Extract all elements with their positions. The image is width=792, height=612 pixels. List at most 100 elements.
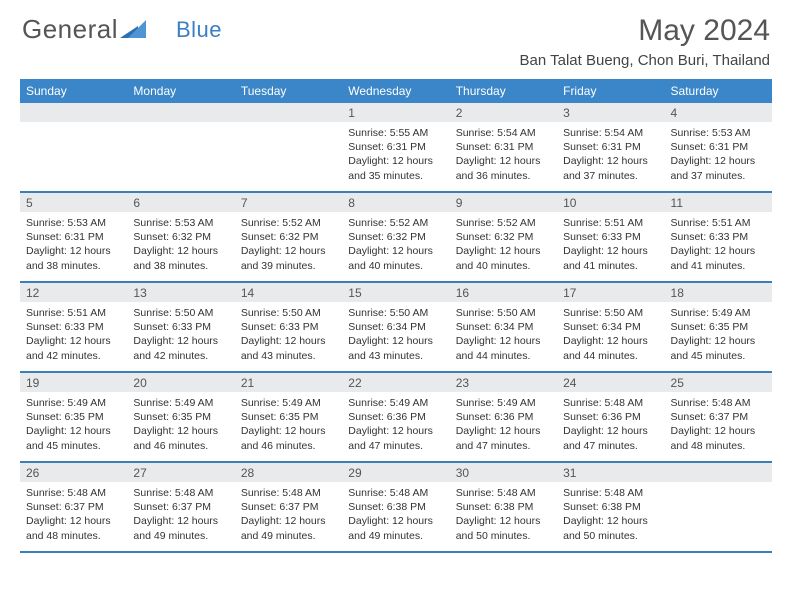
sunrise-text: Sunrise: 5:50 AM	[348, 306, 443, 320]
weekday-header: Saturday	[665, 79, 772, 103]
day-info-cell: Sunrise: 5:51 AMSunset: 6:33 PMDaylight:…	[665, 212, 772, 282]
sunrise-text: Sunrise: 5:53 AM	[26, 216, 121, 230]
sunrise-text: Sunrise: 5:48 AM	[563, 486, 658, 500]
sunrise-text: Sunrise: 5:51 AM	[563, 216, 658, 230]
daylight-text: Daylight: 12 hours and 41 minutes.	[671, 244, 766, 272]
sunrise-text: Sunrise: 5:50 AM	[133, 306, 228, 320]
day-number-cell: 2	[450, 103, 557, 122]
weekday-header: Monday	[127, 79, 234, 103]
logo-text-2: Blue	[176, 17, 222, 43]
sunset-text: Sunset: 6:38 PM	[563, 500, 658, 514]
day-info-row: Sunrise: 5:49 AMSunset: 6:35 PMDaylight:…	[20, 392, 772, 462]
day-info-cell: Sunrise: 5:50 AMSunset: 6:33 PMDaylight:…	[127, 302, 234, 372]
weekday-header: Wednesday	[342, 79, 449, 103]
weekday-header: Friday	[557, 79, 664, 103]
sunrise-text: Sunrise: 5:48 AM	[563, 396, 658, 410]
day-info-cell: Sunrise: 5:48 AMSunset: 6:38 PMDaylight:…	[557, 482, 664, 552]
daylight-text: Daylight: 12 hours and 43 minutes.	[348, 334, 443, 362]
sunrise-text: Sunrise: 5:50 AM	[563, 306, 658, 320]
day-number-cell: 13	[127, 282, 234, 302]
day-number-cell: 21	[235, 372, 342, 392]
sunrise-text: Sunrise: 5:49 AM	[241, 396, 336, 410]
day-info-cell: Sunrise: 5:54 AMSunset: 6:31 PMDaylight:…	[557, 122, 664, 192]
daylight-text: Daylight: 12 hours and 40 minutes.	[456, 244, 551, 272]
sunrise-text: Sunrise: 5:52 AM	[241, 216, 336, 230]
sunset-text: Sunset: 6:38 PM	[456, 500, 551, 514]
sunrise-text: Sunrise: 5:51 AM	[26, 306, 121, 320]
weekday-header: Tuesday	[235, 79, 342, 103]
sunrise-text: Sunrise: 5:49 AM	[671, 306, 766, 320]
sunrise-text: Sunrise: 5:49 AM	[26, 396, 121, 410]
day-info-row: Sunrise: 5:48 AMSunset: 6:37 PMDaylight:…	[20, 482, 772, 552]
daylight-text: Daylight: 12 hours and 37 minutes.	[671, 154, 766, 182]
sunrise-text: Sunrise: 5:48 AM	[456, 486, 551, 500]
sunset-text: Sunset: 6:33 PM	[563, 230, 658, 244]
day-info-row: Sunrise: 5:53 AMSunset: 6:31 PM Daylight:…	[20, 212, 772, 282]
day-number-cell: 27	[127, 462, 234, 482]
daylight-text: Daylight: 12 hours and 49 minutes.	[241, 514, 336, 542]
day-number-cell: 11	[665, 192, 772, 212]
day-info-cell: Sunrise: 5:52 AMSunset: 6:32 PMDaylight:…	[450, 212, 557, 282]
day-info-cell	[20, 122, 127, 192]
daynum-row: 567891011	[20, 192, 772, 212]
daylight-text: Daylight: 12 hours and 50 minutes.	[456, 514, 551, 542]
day-number-cell: 9	[450, 192, 557, 212]
daylight-text: Daylight: 12 hours and 41 minutes.	[563, 244, 658, 272]
sunrise-text: Sunrise: 5:48 AM	[26, 486, 121, 500]
day-number-cell: 26	[20, 462, 127, 482]
location-text: Ban Talat Bueng, Chon Buri, Thailand	[520, 52, 770, 69]
sunset-text: Sunset: 6:32 PM	[241, 230, 336, 244]
sunset-text: Sunset: 6:35 PM	[671, 320, 766, 334]
sunrise-text: Sunrise: 5:52 AM	[348, 216, 443, 230]
daylight-text: Daylight: 12 hours and 48 minutes.	[26, 514, 121, 542]
sunrise-text: Sunrise: 5:48 AM	[348, 486, 443, 500]
sunrise-text: Sunrise: 5:49 AM	[133, 396, 228, 410]
day-info-cell: Sunrise: 5:48 AMSunset: 6:37 PMDaylight:…	[20, 482, 127, 552]
day-number-cell: 17	[557, 282, 664, 302]
day-info-cell: Sunrise: 5:55 AMSunset: 6:31 PMDaylight:…	[342, 122, 449, 192]
daylight-text: Daylight: 12 hours and 36 minutes.	[456, 154, 551, 182]
daylight-text: Daylight: 12 hours and 48 minutes.	[671, 424, 766, 452]
day-info-cell	[665, 482, 772, 552]
day-info-cell	[235, 122, 342, 192]
sunrise-text: Sunrise: 5:51 AM	[671, 216, 766, 230]
day-number-cell	[127, 103, 234, 122]
logo-icon	[120, 14, 146, 45]
sunset-text: Sunset: 6:31 PM	[456, 140, 551, 154]
day-info-cell: Sunrise: 5:53 AMSunset: 6:31 PMDaylight:…	[20, 212, 127, 282]
day-number-cell: 20	[127, 372, 234, 392]
day-number-cell	[665, 462, 772, 482]
sunrise-text: Sunrise: 5:50 AM	[241, 306, 336, 320]
sunset-text: Sunset: 6:33 PM	[26, 320, 121, 334]
sunrise-text: Sunrise: 5:48 AM	[241, 486, 336, 500]
sunset-text: Sunset: 6:31 PM	[26, 230, 121, 244]
daylight-text: Daylight: 12 hours and 42 minutes.	[133, 334, 228, 362]
sunset-text: Sunset: 6:32 PM	[456, 230, 551, 244]
day-number-cell: 1	[342, 103, 449, 122]
day-info-cell: Sunrise: 5:52 AMSunset: 6:32 PMDaylight:…	[342, 212, 449, 282]
sunset-text: Sunset: 6:31 PM	[563, 140, 658, 154]
day-info-cell: Sunrise: 5:50 AMSunset: 6:34 PMDaylight:…	[342, 302, 449, 372]
daylight-text: Daylight: 12 hours and 44 minutes.	[563, 334, 658, 362]
sunset-text: Sunset: 6:34 PM	[563, 320, 658, 334]
daylight-text: Daylight: 12 hours and 44 minutes.	[456, 334, 551, 362]
day-number-cell: 8	[342, 192, 449, 212]
day-info-cell: Sunrise: 5:49 AMSunset: 6:36 PMDaylight:…	[342, 392, 449, 462]
daynum-row: 12131415161718	[20, 282, 772, 302]
daylight-text: Daylight: 12 hours and 43 minutes.	[241, 334, 336, 362]
logo: General Blue	[22, 14, 222, 45]
sunset-text: Sunset: 6:37 PM	[241, 500, 336, 514]
day-info-cell: Sunrise: 5:49 AMSunset: 6:35 PMDaylight:…	[127, 392, 234, 462]
weekday-header-row: Sunday Monday Tuesday Wednesday Thursday…	[20, 79, 772, 103]
logo-text-1: General	[22, 14, 118, 45]
day-info-cell: Sunrise: 5:50 AMSunset: 6:33 PMDaylight:…	[235, 302, 342, 372]
day-number-cell: 29	[342, 462, 449, 482]
sunset-text: Sunset: 6:33 PM	[671, 230, 766, 244]
day-info-cell: Sunrise: 5:54 AMSunset: 6:31 PMDaylight:…	[450, 122, 557, 192]
day-number-cell: 25	[665, 372, 772, 392]
daylight-text: Daylight: 12 hours and 35 minutes.	[348, 154, 443, 182]
page-header: General Blue May 2024 Ban Talat Bueng, C…	[0, 0, 792, 73]
daynum-row: 19202122232425	[20, 372, 772, 392]
day-number-cell: 23	[450, 372, 557, 392]
daylight-text: Daylight: 12 hours and 38 minutes.	[133, 244, 228, 272]
